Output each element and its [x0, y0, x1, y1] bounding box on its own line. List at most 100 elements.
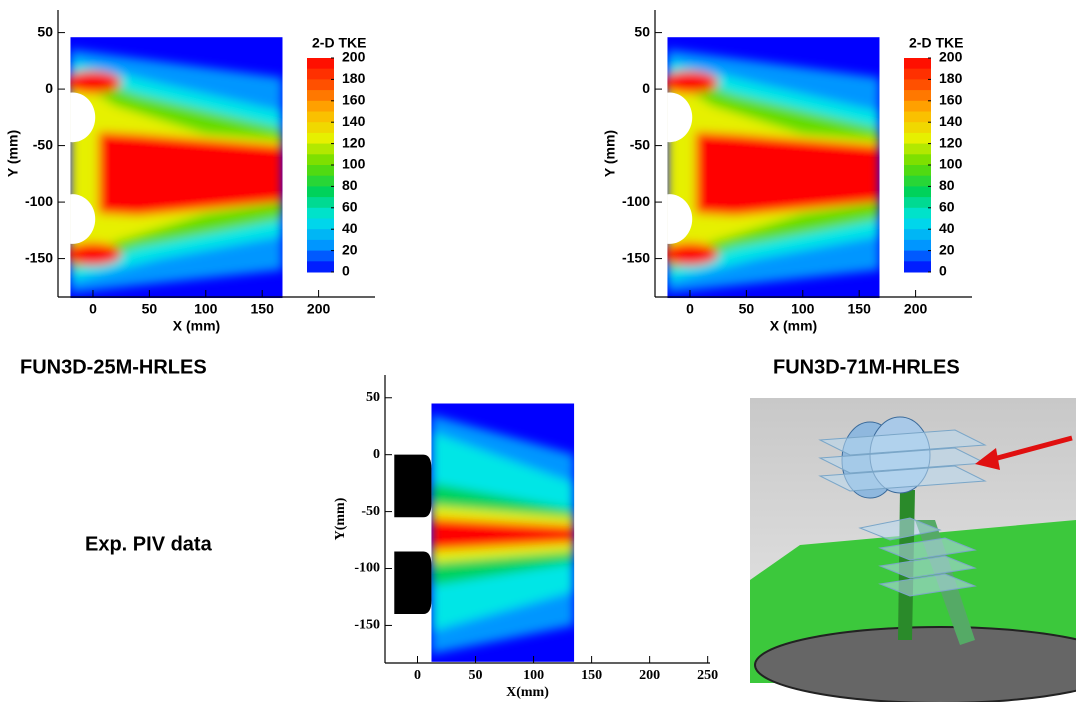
colorbar-band	[307, 261, 334, 273]
colorbar-band	[307, 229, 334, 241]
colorbar-band	[307, 207, 334, 219]
colorbar-band	[904, 261, 931, 273]
colorbar-label: 20	[939, 241, 955, 257]
y-tick-label: -50	[361, 504, 380, 519]
colorbar-band	[307, 250, 334, 262]
colorbar-band	[307, 58, 334, 70]
colorbar-band	[307, 165, 334, 177]
x-tick-label: 150	[581, 668, 602, 683]
render-3d	[750, 398, 1076, 702]
colorbar-label: 160	[939, 92, 963, 108]
colorbar-band	[904, 250, 931, 262]
colorbar-label: 200	[939, 49, 963, 65]
y-tick-label: -100	[354, 561, 380, 576]
colorbar-band	[904, 143, 931, 155]
x-tick-label: 0	[414, 668, 421, 683]
colorbar-band	[904, 111, 931, 123]
colorbar-band	[307, 122, 334, 134]
x-tick-label: 50	[142, 301, 158, 317]
colorbar-band	[307, 132, 334, 145]
band	[98, 132, 283, 216]
colorbar-band	[904, 175, 931, 187]
y-tick-label: -100	[622, 193, 650, 209]
x-tick-label: 250	[697, 668, 718, 683]
colorbar-band	[307, 154, 334, 166]
colorbar-label: 40	[939, 220, 955, 236]
body-shape	[394, 551, 432, 615]
plot: 0 50 100 150 200 250 -150 -100 -50 0 50 X(mm) Y(mm)	[333, 375, 718, 700]
colorbar-band	[307, 111, 334, 123]
x-axis-label: X(mm)	[506, 685, 549, 700]
wheel-cutout	[70, 194, 96, 244]
contour-field	[431, 403, 575, 662]
colorbar-band	[904, 186, 931, 198]
colorbar-band	[307, 186, 334, 198]
x-tick-label: 50	[469, 668, 483, 683]
colorbar-band	[307, 90, 334, 102]
y-tick-label: 0	[45, 80, 53, 96]
band	[70, 242, 122, 266]
band	[695, 132, 880, 216]
colorbar-label: 160	[342, 92, 366, 108]
colorbar-label: 100	[342, 156, 366, 172]
colorbar-band	[307, 218, 334, 230]
contour-field	[70, 37, 283, 299]
y-tick-label: 0	[642, 80, 650, 96]
colorbar-label: 20	[342, 241, 358, 257]
colorbar-band	[904, 229, 931, 241]
y-tick-label: -100	[25, 193, 53, 209]
x-tick-label: 0	[686, 301, 694, 317]
colorbar-label: 60	[939, 199, 955, 215]
wheel-cutout	[667, 92, 693, 143]
body-shape	[394, 454, 432, 518]
y-tick-label: -150	[622, 249, 650, 265]
x-axis-label: X (mm)	[770, 318, 817, 334]
colorbar-band	[904, 132, 931, 145]
y-tick-label: 50	[37, 23, 53, 39]
band	[431, 518, 575, 551]
x-tick-label: 100	[523, 668, 544, 683]
field-bands	[667, 49, 880, 293]
colorbar-title: 2-D TKE	[909, 35, 963, 51]
colorbar-label: 180	[342, 70, 366, 86]
colorbar-band	[904, 154, 931, 166]
x-tick-label: 200	[307, 301, 331, 317]
x-tick-label: 100	[791, 301, 815, 317]
y-tick-label: -50	[630, 136, 650, 152]
x-tick-label: 100	[194, 301, 218, 317]
colorbar-label: 0	[342, 263, 350, 279]
colorbar-label: 0	[939, 263, 947, 279]
field-bands	[431, 414, 575, 654]
y-tick-label: -50	[33, 136, 53, 152]
band	[667, 242, 719, 266]
colorbar-label: 80	[342, 177, 358, 193]
colorbar-band	[307, 143, 334, 155]
x-tick-label: 150	[251, 301, 275, 317]
wheel-cutout	[70, 92, 96, 143]
caption: Exp. PIV data	[85, 533, 213, 555]
colorbar-label: 60	[342, 199, 358, 215]
colorbar-title: 2-D TKE	[312, 35, 366, 51]
field-bands	[70, 49, 283, 293]
y-tick-label: -150	[25, 249, 53, 265]
y-tick-label: 50	[634, 23, 650, 39]
y-axis-label: Y (mm)	[5, 130, 21, 177]
colorbar-label: 120	[939, 134, 963, 150]
colorbar-band	[904, 79, 931, 91]
colorbar-band	[307, 79, 334, 91]
caption: FUN3D-25M-HRLES	[20, 356, 207, 378]
y-tick-label: 50	[366, 390, 380, 405]
x-tick-label: 50	[739, 301, 755, 317]
colorbar-band	[904, 122, 931, 134]
band	[667, 71, 719, 94]
colorbar-label: 120	[342, 134, 366, 150]
colorbar-label: 140	[342, 113, 366, 129]
band	[70, 71, 122, 94]
contour-field	[667, 37, 880, 299]
colorbar-label: 140	[939, 113, 963, 129]
y-axis-label: Y (mm)	[602, 130, 618, 177]
colorbar-band	[904, 218, 931, 230]
colorbar-band	[904, 100, 931, 112]
